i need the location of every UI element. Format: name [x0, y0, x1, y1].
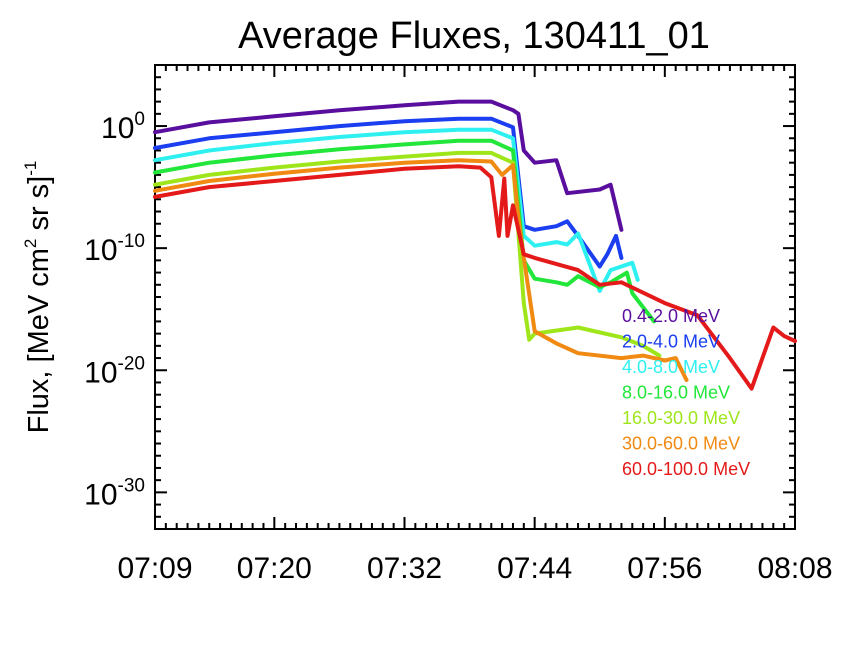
legend-entry: 2.0-4.0 MeV	[622, 332, 720, 352]
y-tick-label: 10-20	[84, 353, 145, 389]
series-line-4	[153, 150, 662, 358]
x-tick-label: 08:08	[757, 552, 832, 585]
legend-entry: 16.0-30.0 MeV	[622, 408, 740, 428]
chart-title: Average Fluxes, 130411_01	[238, 15, 710, 57]
legend-entry: 8.0-16.0 MeV	[622, 383, 730, 403]
x-tick-label: 07:20	[237, 552, 312, 585]
x-tick-label: 07:09	[117, 552, 192, 585]
x-tick-label: 07:44	[497, 552, 572, 585]
y-tick-label: 10-30	[84, 475, 145, 511]
legend-entry: 30.0-60.0 MeV	[622, 434, 740, 454]
y-axis-label: Flux, [MeV cm2 sr s]-1	[21, 161, 55, 434]
legend: 0.4-2.0 MeV 2.0-4.0 MeV 4.0-8.0 MeV 8.0-16.…	[622, 306, 750, 479]
x-tick-labels: 07:09 07:20 07:32 07:44 07:56 08:08	[117, 552, 832, 585]
legend-entry: 0.4-2.0 MeV	[622, 306, 720, 326]
y-tick-labels: 100 10-10 10-20 10-30	[84, 109, 145, 511]
series-group	[153, 99, 797, 391]
series-line-3	[153, 138, 656, 324]
x-tick-label: 07:32	[367, 552, 442, 585]
y-tick-label: 100	[101, 109, 145, 145]
series-line-6	[153, 164, 797, 391]
y-tick-label: 10-10	[84, 231, 145, 267]
series-line-0	[153, 99, 624, 232]
legend-entry: 60.0-100.0 MeV	[622, 459, 750, 479]
series-line-5	[153, 158, 689, 382]
axis-ticks	[154, 64, 796, 530]
x-tick-label: 07:56	[627, 552, 702, 585]
legend-entry: 4.0-8.0 MeV	[622, 357, 720, 377]
